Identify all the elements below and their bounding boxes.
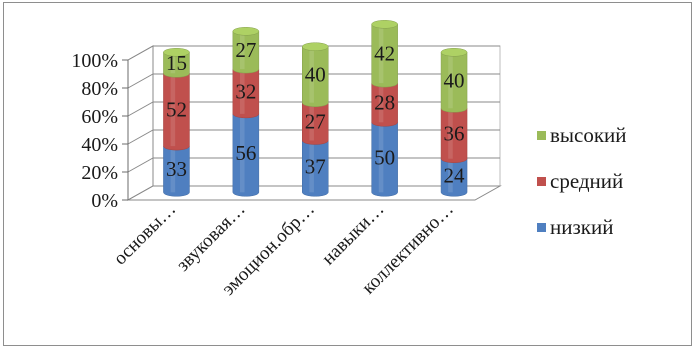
data-label: 42 (374, 42, 395, 66)
bar-highlight (170, 52, 176, 74)
bar-top-cap (371, 20, 398, 29)
data-label: 52 (166, 98, 187, 122)
bar-segment (371, 24, 398, 88)
y-axis: 0% 20% 40% 60% 80% 100% (71, 50, 129, 212)
legend-label: низкий (550, 215, 613, 239)
data-label: 37 (305, 154, 326, 178)
y-tick-label: 100% (71, 50, 118, 72)
bar-segment (302, 140, 329, 197)
bar-segment (440, 158, 468, 197)
y-tick-label: 20% (81, 162, 118, 184)
legend-item: средний (537, 169, 623, 193)
y-tick-label: 60% (81, 106, 118, 128)
data-label: 27 (305, 110, 326, 134)
bar-top-cap (440, 48, 468, 57)
legend-swatch (537, 177, 546, 186)
legend-label: высокий (550, 123, 627, 147)
bar-highlight (448, 158, 453, 193)
bar-segment (232, 68, 260, 119)
data-label: 36 (444, 122, 465, 146)
y-tick-label: 0% (91, 190, 118, 212)
data-label: 32 (235, 80, 256, 104)
data-label: 56 (235, 141, 256, 165)
side-wall (127, 45, 154, 201)
data-label: 33 (166, 157, 187, 181)
bar-segment (163, 73, 190, 151)
bar-top-cap (163, 48, 190, 57)
data-label: 40 (444, 68, 465, 92)
data-label: 50 (374, 145, 395, 169)
y-tick-label: 40% (81, 134, 118, 156)
bar-segment (302, 102, 329, 145)
bar-highlight (448, 108, 453, 159)
bar-segment (232, 31, 260, 74)
legend-swatch (537, 131, 546, 140)
bar-highlight (170, 73, 176, 147)
bar-highlight (309, 102, 314, 141)
data-label: 27 (235, 38, 256, 62)
bar-stack: 50 28 42 (371, 20, 398, 197)
x-category-label: навыки… (318, 199, 389, 270)
legend-item: низкий (537, 215, 613, 239)
x-category-label: основы… (110, 199, 181, 270)
bar-top-cap (232, 27, 260, 36)
legend-swatch (537, 223, 546, 232)
y-tick-label: 80% (81, 78, 118, 100)
data-label: 40 (305, 63, 326, 87)
bar-highlight (309, 46, 314, 103)
x-axis: основы…звуковая…эмоцион.обр…навыки…колле… (110, 199, 458, 300)
legend: высокий средний низкий (537, 123, 627, 239)
bar-highlight (309, 140, 314, 193)
bar-segment (163, 52, 190, 78)
bar-segment (163, 145, 190, 197)
bar-segment (371, 122, 398, 197)
bar-segment (440, 52, 468, 113)
bar-highlight (240, 69, 245, 114)
bar-segment (232, 113, 260, 197)
bars: 33 52 15 56 32 27 37 27 40 50 28 42 24 36 40 (163, 20, 468, 197)
bar-stack: 56 32 27 (232, 27, 260, 197)
bar-highlight (378, 83, 384, 123)
bar-stack: 24 36 40 (440, 48, 468, 197)
bar-highlight (378, 24, 384, 84)
bar-segment (440, 108, 468, 163)
bar-stack: 37 27 40 (302, 42, 329, 197)
bar-highlight (170, 146, 176, 193)
bar-stack: 33 52 15 (163, 48, 190, 197)
legend-label: средний (550, 169, 623, 193)
bar-top-cap (302, 42, 329, 51)
bar-highlight (448, 52, 453, 109)
bar-highlight (240, 31, 245, 70)
bar-highlight (378, 122, 384, 193)
data-label: 28 (374, 91, 395, 115)
legend-item: высокий (537, 123, 627, 147)
data-label: 24 (444, 164, 466, 188)
data-label: 15 (166, 51, 187, 75)
bar-segment (371, 82, 398, 127)
bar-highlight (240, 113, 245, 193)
bar-segment (302, 46, 329, 107)
